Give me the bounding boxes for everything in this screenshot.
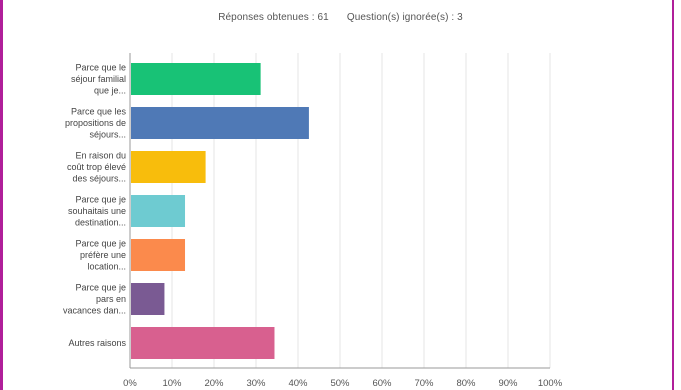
category-label: des séjours... — [72, 174, 126, 184]
category-label: vacances dan... — [63, 306, 126, 316]
category-label: Parce que je — [75, 195, 126, 205]
category-label: En raison du — [75, 151, 126, 161]
frame-border-right — [672, 0, 674, 390]
x-tick-label: 10% — [162, 378, 182, 389]
category-label: Autres raisons — [68, 338, 126, 348]
category-label: propositions de — [65, 118, 126, 128]
category-label: souhaitais une — [68, 206, 126, 216]
skipped-count: Question(s) ignorée(s) : 3 — [346, 12, 463, 23]
category-label: préfère une — [80, 250, 126, 260]
category-label: Parce que les — [71, 107, 127, 117]
bar — [131, 63, 261, 95]
category-label: séjours... — [89, 130, 126, 140]
x-tick-label: 90% — [498, 378, 518, 389]
bar — [131, 239, 186, 271]
x-tick-label: 30% — [246, 378, 266, 389]
category-label: coût trop élevé — [67, 162, 126, 172]
x-tick-label: 50% — [330, 378, 350, 389]
category-label: Parce que le — [75, 63, 126, 73]
response-stats: Réponses obtenues : 61 Question(s) ignoré… — [0, 12, 681, 23]
bar — [131, 107, 309, 139]
bar — [131, 327, 275, 359]
bar — [131, 195, 186, 227]
x-tick-label: 20% — [204, 378, 224, 389]
bar — [131, 151, 206, 183]
x-tick-label: 70% — [414, 378, 434, 389]
category-label: Parce que je — [75, 283, 126, 293]
category-label: séjour familial — [71, 74, 126, 84]
bar — [131, 283, 165, 315]
x-tick-label: 0% — [123, 378, 137, 389]
responses-count: Réponses obtenues : 61 — [218, 12, 329, 23]
frame-border-left — [0, 0, 3, 390]
category-label: pars en — [96, 294, 126, 304]
category-label: Parce que je — [75, 239, 126, 249]
x-tick-label: 80% — [456, 378, 476, 389]
category-label: location... — [87, 262, 126, 272]
x-tick-label: 40% — [288, 378, 308, 389]
x-tick-label: 60% — [372, 378, 392, 389]
category-label: destination... — [75, 218, 126, 228]
category-label: que je... — [94, 86, 126, 96]
x-tick-label: 100% — [538, 378, 563, 389]
